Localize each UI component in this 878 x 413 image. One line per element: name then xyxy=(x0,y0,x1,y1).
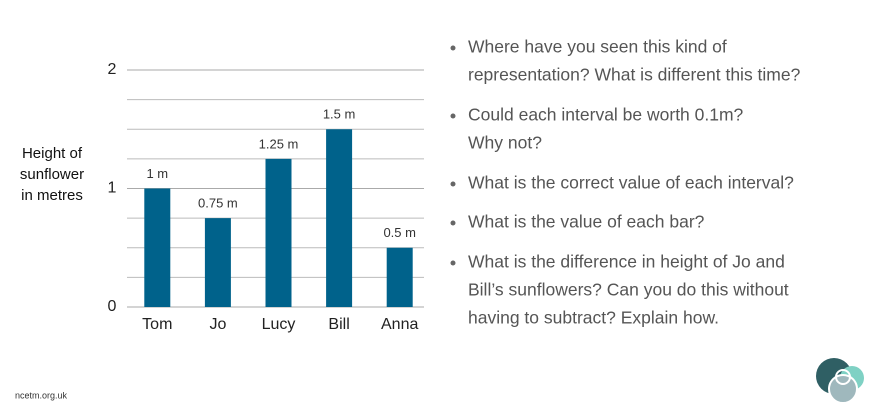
bullet-text: representation? What is different this t… xyxy=(468,65,801,85)
bullet-text: Why not? xyxy=(468,133,542,153)
y-tick-label: 1 xyxy=(108,180,117,197)
x-tick-label: Bill xyxy=(328,316,349,333)
value-label: 0.5 m xyxy=(383,225,416,240)
y-tick-label: 2 xyxy=(108,61,117,78)
bullet-text: What is the difference in height of Jo a… xyxy=(468,252,785,272)
x-tick-label: Jo xyxy=(209,316,226,333)
bullet-text: What is the correct value of each interv… xyxy=(468,173,794,193)
y-tick-label: 0 xyxy=(108,298,117,315)
x-tick-label: Lucy xyxy=(262,316,296,333)
bar xyxy=(144,188,171,307)
y-axis-label: in metres xyxy=(21,187,83,204)
value-label: 1.25 m xyxy=(259,136,299,151)
bullet-dot xyxy=(450,181,456,187)
bullet-dot xyxy=(450,113,456,119)
x-tick-label: Tom xyxy=(142,316,172,333)
bar xyxy=(326,129,353,307)
x-tick-label: Anna xyxy=(381,316,418,333)
bar xyxy=(204,218,231,307)
bullet-text: Could each interval be worth 0.1m? xyxy=(468,105,744,125)
bullet-text: Where have you seen this kind of xyxy=(468,37,727,57)
bar xyxy=(265,158,292,307)
y-axis-label: Height of xyxy=(22,145,83,162)
bullet-text: Bill’s sunflowers? Can you do this witho… xyxy=(468,280,789,300)
bullet-text: having to subtract? Explain how. xyxy=(468,308,719,328)
logo xyxy=(816,358,864,404)
value-label: 1.5 m xyxy=(323,107,356,122)
bullet-dot xyxy=(450,260,456,266)
y-axis-label: sunflower xyxy=(20,166,84,183)
bullet-dot xyxy=(450,220,456,226)
value-label: 1 m xyxy=(146,166,168,181)
bullet-text: What is the value of each bar? xyxy=(468,212,705,232)
logo-circle xyxy=(835,369,851,385)
footer: ncetm.org.uk xyxy=(15,390,68,400)
value-label: 0.75 m xyxy=(198,196,238,211)
bullet-dot xyxy=(450,45,456,51)
logo-circle xyxy=(828,374,858,404)
bar xyxy=(386,247,413,307)
